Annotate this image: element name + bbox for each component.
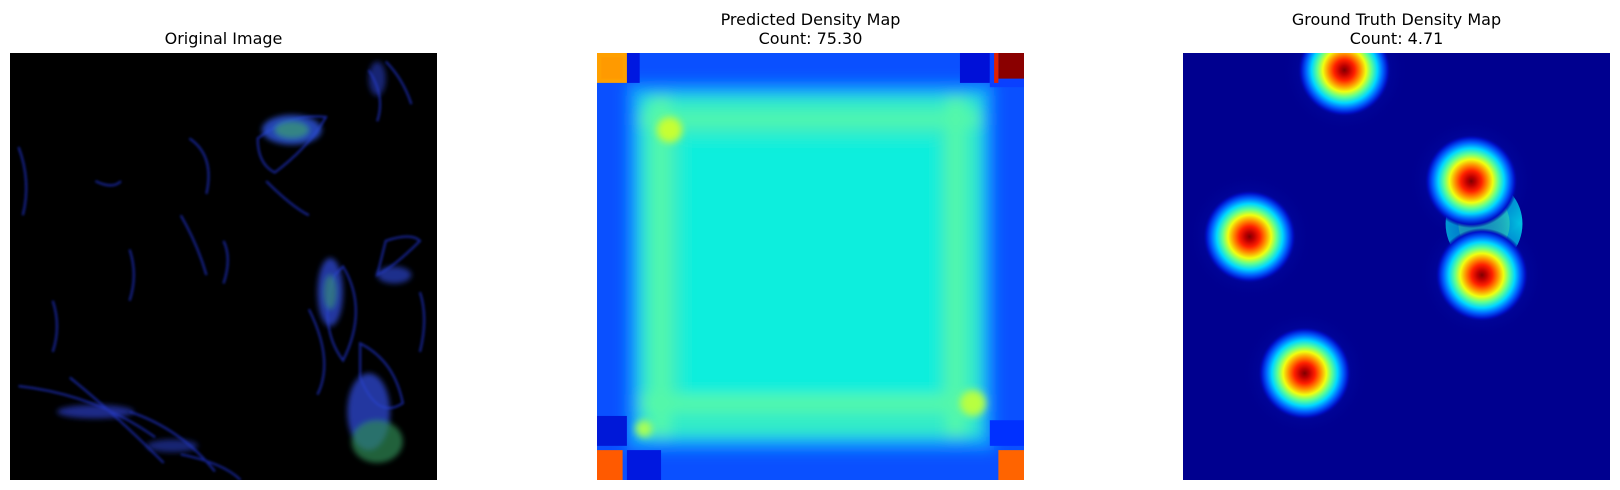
- ground-truth-density-map: [1183, 53, 1610, 480]
- predicted-density-map: [597, 53, 1024, 480]
- panel-title-ground-truth: Ground Truth Density Map Count: 4.71: [1183, 10, 1610, 48]
- panel-title-line: Ground Truth Density Map: [1291, 10, 1502, 29]
- original-image: [10, 53, 437, 480]
- panel-title-predicted: Predicted Density Map Count: 75.30: [597, 10, 1024, 48]
- panel-count-label: Count: 75.30: [758, 29, 863, 48]
- panel-title-line: Original Image: [164, 29, 283, 48]
- panel-title-original: Original Image: [10, 29, 437, 48]
- panel-count-label: Count: 4.71: [1349, 29, 1444, 48]
- panel-title-line: Predicted Density Map: [720, 10, 901, 29]
